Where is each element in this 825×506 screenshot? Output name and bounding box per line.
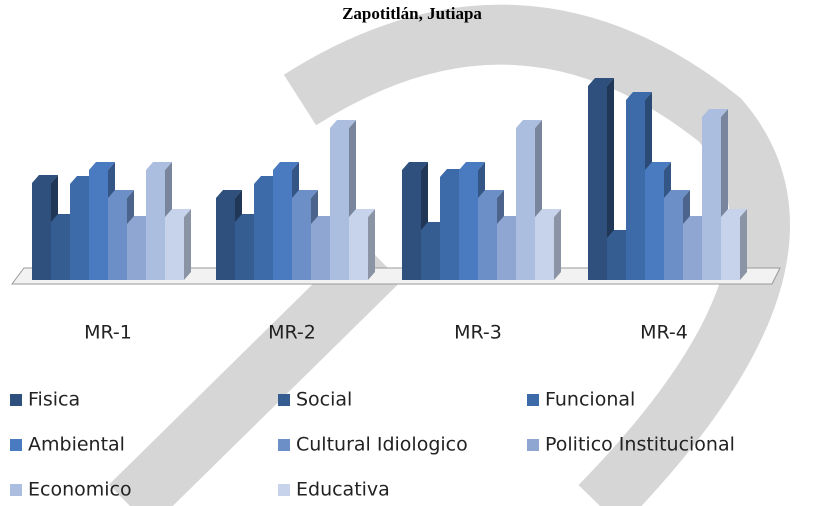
bar <box>478 198 497 280</box>
bar-side <box>368 209 375 280</box>
bar <box>402 170 421 280</box>
legend-swatch <box>10 394 22 406</box>
bar <box>702 117 721 280</box>
bar-top <box>459 162 485 170</box>
bar <box>588 86 607 280</box>
bar <box>330 128 349 280</box>
chart-title: Zapotitlán, Jutiapa <box>342 4 482 23</box>
bar <box>32 183 51 280</box>
legend-label: Fisica <box>28 389 80 411</box>
bar <box>89 170 108 280</box>
bar <box>235 222 254 280</box>
bar <box>607 238 626 280</box>
bar-top <box>535 209 561 217</box>
legend-swatch <box>278 484 290 496</box>
bar-top <box>273 162 299 170</box>
legend-swatch <box>527 439 539 451</box>
bar <box>497 224 516 280</box>
legend-swatch <box>278 394 290 406</box>
bar <box>311 224 330 280</box>
bar-top <box>108 190 134 198</box>
bar-top <box>32 175 58 183</box>
legend-label: Ambiental <box>28 434 125 456</box>
bar <box>535 217 554 280</box>
x-tick-label: MR-1 <box>84 322 132 344</box>
legend-swatch <box>527 394 539 406</box>
bar <box>440 177 459 280</box>
bar-top <box>402 162 428 170</box>
bar-top <box>626 92 652 100</box>
bar <box>127 224 146 280</box>
bar <box>146 170 165 280</box>
legend-label: Educativa <box>296 479 390 501</box>
bar-side <box>607 78 614 280</box>
bar-top <box>292 190 318 198</box>
bar-side <box>184 209 191 280</box>
bar-top <box>330 120 356 128</box>
legend-swatch <box>10 439 22 451</box>
bar-top <box>349 209 375 217</box>
bar <box>216 198 235 280</box>
bar-top <box>165 209 191 217</box>
bar-top <box>516 120 542 128</box>
bar-top <box>721 209 747 217</box>
bar <box>683 224 702 280</box>
bar <box>165 217 184 280</box>
bar-top <box>588 78 614 86</box>
legend-label: Cultural Idiologico <box>296 434 468 456</box>
bar-side <box>554 209 561 280</box>
bar <box>721 217 740 280</box>
bar <box>664 198 683 280</box>
bar <box>273 170 292 280</box>
bar <box>108 198 127 280</box>
legend-label: Politico Institucional <box>545 434 735 456</box>
bar <box>349 217 368 280</box>
x-tick-label: MR-2 <box>268 322 316 344</box>
bar-top <box>702 109 728 117</box>
bar-top <box>89 162 115 170</box>
legend-swatch <box>10 484 22 496</box>
bar <box>645 170 664 280</box>
legend-label: Social <box>296 389 352 411</box>
legend-swatch <box>278 439 290 451</box>
x-tick-label: MR-3 <box>454 322 502 344</box>
bar <box>254 184 273 280</box>
legend-label: Funcional <box>545 389 635 411</box>
bar-top <box>664 190 690 198</box>
bar <box>51 222 70 280</box>
x-tick-label: MR-4 <box>640 322 688 344</box>
bar-top <box>216 190 242 198</box>
bar <box>516 128 535 280</box>
bar-side <box>740 209 747 280</box>
legend-label: Economico <box>28 479 132 501</box>
bar <box>292 198 311 280</box>
bar-top <box>478 190 504 198</box>
bar <box>626 100 645 280</box>
bar <box>459 170 478 280</box>
bar <box>70 184 89 280</box>
bar <box>421 230 440 280</box>
bar-top <box>146 162 172 170</box>
bar-top <box>645 162 671 170</box>
